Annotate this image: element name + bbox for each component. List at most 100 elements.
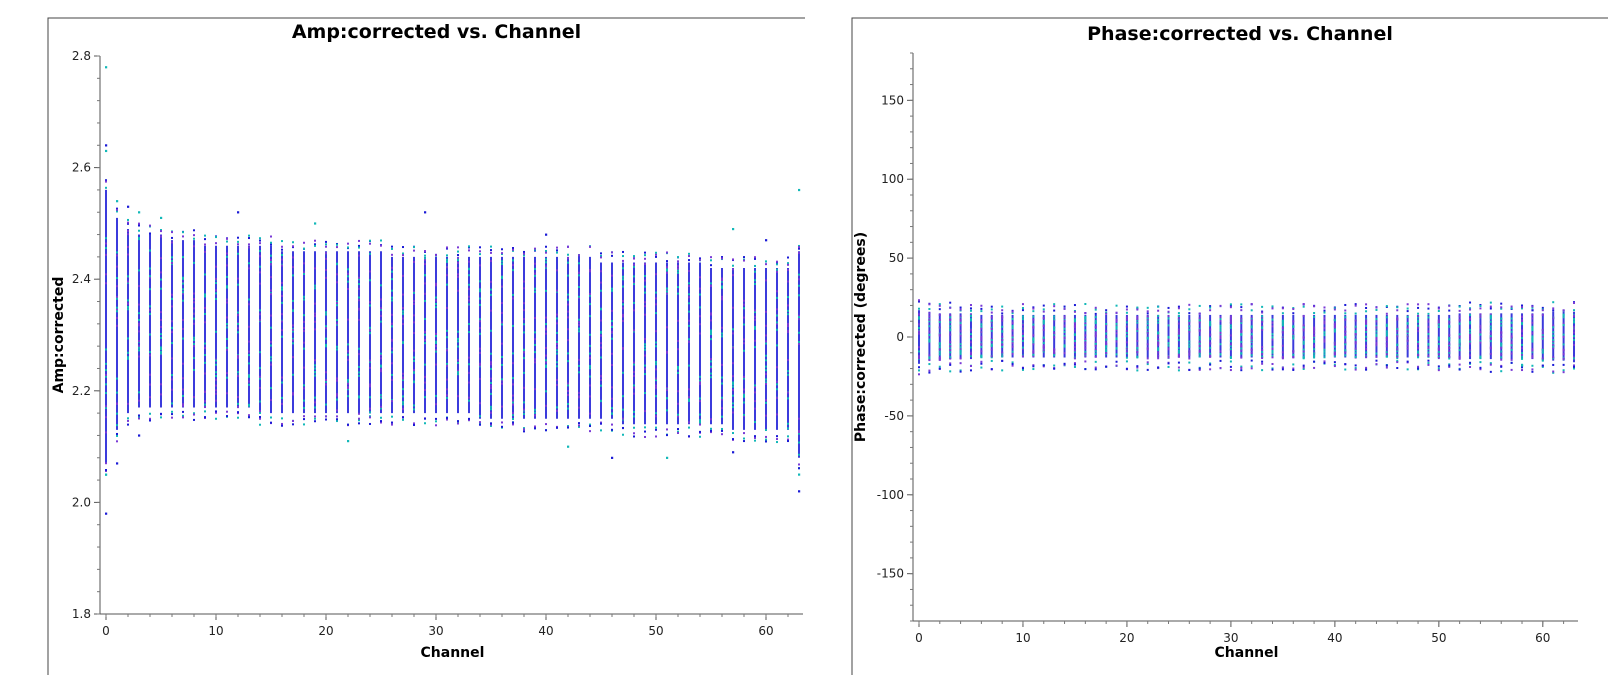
data-point (490, 424, 492, 427)
data-point (314, 243, 316, 246)
data-point (1500, 365, 1503, 368)
data-point (545, 354, 547, 357)
data-point (215, 282, 217, 285)
data-point (1521, 355, 1524, 358)
data-point (138, 324, 140, 327)
data-point (1427, 307, 1430, 310)
data-point (1094, 321, 1097, 324)
data-point (644, 373, 646, 376)
data-point (1219, 326, 1222, 329)
data-point (1531, 335, 1534, 338)
data-point (116, 440, 118, 443)
data-point (1271, 337, 1274, 340)
data-point (556, 313, 558, 316)
data-point (369, 270, 371, 273)
data-point (1032, 354, 1035, 357)
data-point (204, 406, 206, 409)
data-point (556, 322, 558, 325)
data-point (787, 359, 789, 362)
data-point (1427, 363, 1430, 366)
data-point (259, 313, 261, 316)
data-point (534, 248, 536, 251)
data-point (1354, 338, 1357, 341)
data-point (534, 425, 536, 428)
data-point (402, 312, 404, 315)
data-point (556, 365, 558, 368)
data-point (1157, 348, 1160, 351)
data-point (1261, 315, 1264, 318)
data-point (534, 247, 536, 250)
data-point (1146, 319, 1149, 322)
data-point (1385, 364, 1388, 367)
data-point (1281, 330, 1284, 333)
data-point (1167, 324, 1170, 327)
data-point (424, 396, 426, 399)
data-point (1344, 342, 1347, 345)
data-point (303, 314, 305, 317)
data-point (138, 229, 140, 232)
data-point (1261, 320, 1264, 323)
data-point (644, 410, 646, 413)
data-point (1157, 338, 1160, 341)
data-point (600, 421, 602, 424)
data-point (677, 260, 679, 263)
data-point (1427, 337, 1430, 340)
data-point (1105, 352, 1108, 355)
data-point (611, 397, 613, 400)
data-point (105, 470, 107, 473)
data-point (116, 251, 118, 254)
data-point (644, 430, 646, 433)
data-point (534, 411, 536, 414)
data-point (732, 264, 734, 267)
data-point (655, 428, 657, 431)
data-point (1552, 309, 1555, 312)
data-point (1073, 319, 1076, 322)
data-point (1157, 339, 1160, 342)
data-point (1521, 347, 1524, 350)
y-tick-label: 150 (881, 93, 904, 107)
data-point (215, 236, 217, 239)
data-point (1385, 316, 1388, 319)
data-point (1521, 330, 1524, 333)
data-point (138, 318, 140, 321)
data-point (589, 270, 591, 273)
amp-vs-channel-chart: Amp:corrected vs. Channel 1.8 2.0 2.2 2.4 2.6… (47, 17, 805, 675)
data-point (611, 412, 613, 415)
data-point (1209, 322, 1212, 325)
data-point (1167, 315, 1170, 318)
data-point (776, 366, 778, 369)
data-point (1333, 308, 1336, 311)
data-point (1552, 363, 1555, 366)
data-point (765, 378, 767, 381)
data-point (633, 309, 635, 312)
data-point (534, 272, 536, 275)
y-tick-label: -100 (877, 488, 904, 502)
data-point (292, 419, 294, 422)
data-point (292, 328, 294, 331)
data-point (1365, 356, 1368, 359)
data-point (1063, 330, 1066, 333)
data-point (248, 267, 250, 270)
data-point (1177, 361, 1180, 364)
data-point (1313, 360, 1316, 363)
data-point (1188, 312, 1191, 315)
data-point (105, 180, 107, 183)
data-point (1531, 348, 1534, 351)
data-point (336, 281, 338, 284)
data-point (303, 320, 305, 323)
data-point (226, 348, 228, 351)
data-point (446, 258, 448, 261)
data-point (336, 418, 338, 421)
data-point (969, 318, 972, 321)
data-point (347, 318, 349, 321)
data-point (1094, 306, 1097, 309)
data-point (1489, 320, 1492, 323)
data-point (1021, 335, 1024, 338)
data-point (1500, 346, 1503, 349)
data-point (622, 255, 624, 258)
data-point (446, 247, 448, 250)
data-point (798, 294, 800, 297)
data-point (1136, 346, 1139, 349)
data-point (413, 321, 415, 324)
data-point (1489, 346, 1492, 349)
